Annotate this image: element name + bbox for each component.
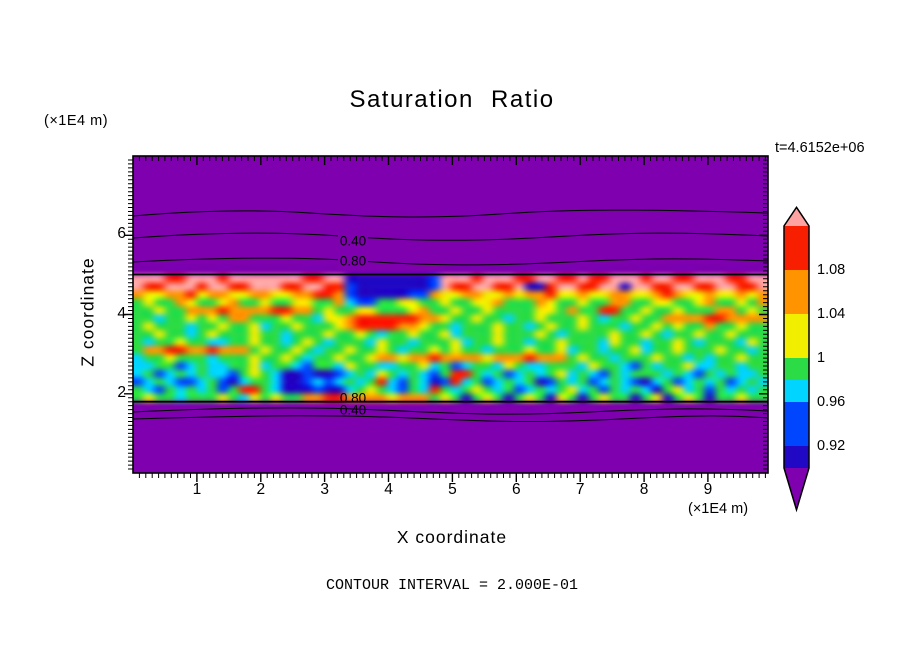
colorbar-outline (783, 205, 810, 513)
contour-interval-label: CONTOUR INTERVAL = 2.000E-01 (325, 577, 579, 594)
colorbar-segment-navy (784, 446, 809, 468)
colorbar-segment-green (784, 358, 809, 380)
x-tick-label: 1 (192, 481, 202, 498)
colorbar-segment-pink (784, 207, 809, 226)
colorbar-segment-blue (784, 402, 809, 446)
timestamp-label: t=4.6152e+06 (775, 140, 865, 156)
colorbar-tick-label: 1.04 (817, 306, 846, 322)
x-tick-label: 7 (575, 481, 585, 498)
colorbar-segment-red (784, 226, 809, 270)
colorbar-segment-cyan (784, 380, 809, 402)
x-tick-label: 4 (384, 481, 393, 498)
x-tick-label: 6 (511, 481, 521, 498)
contour-label-040-top: 0.40 (337, 233, 369, 250)
colorbar-segment-orange (784, 270, 809, 314)
z-tick-label: 6 (117, 225, 126, 243)
saturation-ratio-field (133, 156, 768, 473)
colorbar-tick-label: 0.96 (817, 394, 846, 410)
z-axis-title: Z coordinate (77, 257, 98, 367)
x-tick-label: 5 (448, 481, 457, 498)
colorbar-tick-label: 1.08 (817, 262, 846, 278)
x-tick-label: 9 (703, 481, 713, 498)
colorbar-segment-purple (784, 468, 809, 510)
contour-label-040-bottom: 0.40 (339, 402, 367, 418)
colorbar-tick-label: 0.92 (817, 438, 846, 454)
x-tick-label: 8 (639, 481, 649, 498)
z-tick-label: 4 (117, 304, 126, 322)
colorbar-tick-label: 1 (817, 350, 826, 366)
contour-label-080-bottom: 0.80 (339, 390, 367, 406)
z-tick-label: 2 (117, 383, 126, 401)
x-tick-label: 3 (320, 481, 329, 498)
colorbar-segment-yellow (784, 314, 809, 358)
x-axis-unit-label: (×1E4 m) (688, 501, 749, 517)
x-axis-title: X coordinate (396, 527, 508, 547)
contour-label-080-top: 0.80 (337, 253, 369, 270)
chart-title: Saturation Ratio (349, 86, 555, 113)
x-tick-label: 2 (256, 481, 266, 498)
z-axis-unit-label: (×1E4 m) (44, 113, 109, 129)
